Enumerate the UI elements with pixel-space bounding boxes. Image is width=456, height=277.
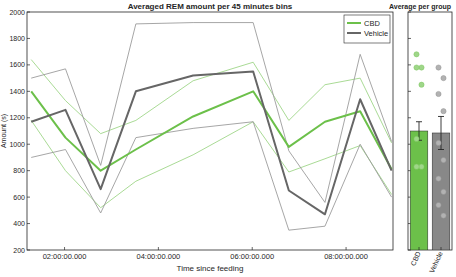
- y-tick: [408, 38, 411, 39]
- data-point: [414, 164, 419, 169]
- data-point: [419, 65, 424, 70]
- data-point: [414, 136, 419, 141]
- x-tick-label: Vehicle: [428, 250, 444, 274]
- x-tick-label: 02:00:00.000: [43, 252, 87, 261]
- legend-swatch: [347, 22, 361, 24]
- data-point: [436, 140, 441, 145]
- y-tick: [27, 64, 30, 65]
- y-tick-label: 1000: [9, 141, 25, 148]
- mean-line: [31, 91, 391, 170]
- data-point: [441, 157, 446, 162]
- x-tick-label: 04:00:00.000: [136, 252, 180, 261]
- data-point: [441, 76, 446, 81]
- plot-area: [410, 52, 450, 250]
- plot-area: [31, 23, 391, 231]
- legend-swatch: [347, 32, 361, 34]
- plot-frame: [27, 12, 393, 250]
- x-tick: [252, 247, 253, 250]
- y-tick: [27, 91, 30, 92]
- legend-label: Vehicle: [364, 29, 388, 38]
- x-tick-label: 08:00:00.000: [324, 252, 368, 261]
- bar: [432, 133, 450, 250]
- legend: CBDVehicle: [344, 15, 390, 43]
- data-point: [436, 202, 441, 207]
- data-point: [414, 52, 419, 57]
- y-tick-label: 800: [13, 167, 25, 174]
- y-tick: [27, 144, 30, 145]
- data-point: [436, 176, 441, 181]
- data-point: [419, 82, 424, 87]
- y-tick-label: 1600: [9, 61, 25, 68]
- data-point: [436, 91, 441, 96]
- legend-box: [344, 15, 390, 43]
- x-tick: [158, 247, 159, 250]
- data-point: [419, 164, 424, 169]
- chart-title: Average per group: [389, 3, 451, 11]
- y-tick-label: 600: [13, 194, 25, 201]
- y-tick: [27, 117, 30, 118]
- bar: [410, 131, 428, 250]
- data-point: [441, 109, 446, 114]
- legend-label: CBD: [364, 19, 380, 28]
- y-tick: [27, 170, 30, 171]
- y-tick: [408, 64, 411, 65]
- data-point: [436, 65, 441, 70]
- y-axis-label: Amount (s): [0, 114, 8, 148]
- y-tick-label: 400: [13, 220, 25, 227]
- data-point: [441, 189, 446, 194]
- x-tick-label: 06:00:00.000: [230, 252, 274, 261]
- y-tick: [27, 197, 30, 198]
- y-tick: [27, 250, 30, 251]
- upper-line: [31, 60, 391, 143]
- y-tick: [408, 91, 411, 92]
- y-tick: [408, 12, 411, 13]
- y-tick: [27, 223, 30, 224]
- y-tick-label: 1200: [9, 114, 25, 121]
- x-axis-label: Time since feeding: [177, 264, 244, 273]
- x-tick: [346, 247, 347, 250]
- y-tick-label: 2000: [9, 9, 25, 16]
- data-point: [441, 213, 446, 218]
- y-tick: [27, 38, 30, 39]
- data-point: [414, 65, 419, 70]
- chart-title: Averaged REM amount per 45 minutes bins: [128, 2, 293, 11]
- x-tick: [64, 247, 65, 250]
- x-tick-label: CBD: [409, 250, 422, 266]
- page: {"chart_data": [ {"type": "line", "title…: [0, 0, 456, 277]
- chart-canvas: Averaged REM amount per 45 minutes bins 2…: [0, 0, 456, 277]
- y-tick: [408, 117, 411, 118]
- y-tick-label: 1400: [9, 88, 25, 95]
- x-tick: [441, 247, 442, 250]
- y-tick-label: 1800: [9, 35, 25, 42]
- x-tick: [419, 247, 420, 250]
- y-tick-label: 200: [13, 247, 25, 254]
- lower-line: [31, 120, 391, 207]
- mean-line: [31, 72, 391, 215]
- y-tick: [27, 12, 30, 13]
- plot-frame: [408, 12, 452, 250]
